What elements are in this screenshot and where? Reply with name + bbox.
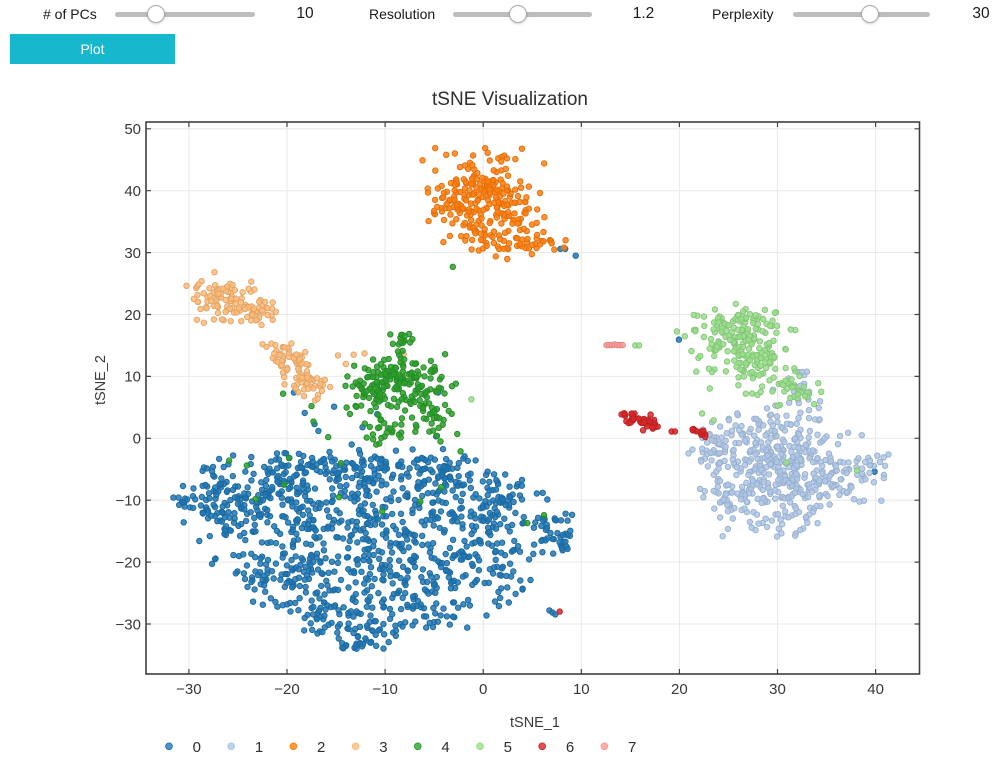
svg-text:−30: −30 (116, 616, 141, 633)
svg-text:−10: −10 (372, 681, 397, 698)
svg-text:30: 30 (769, 681, 786, 698)
svg-text:10: 10 (573, 681, 590, 698)
svg-text:3: 3 (379, 739, 387, 756)
svg-text:20: 20 (671, 681, 688, 698)
svg-text:40: 40 (867, 681, 884, 698)
svg-text:2: 2 (317, 739, 325, 756)
svg-text:1: 1 (255, 739, 263, 756)
svg-text:tSNE_2: tSNE_2 (93, 355, 109, 405)
svg-text:6: 6 (566, 739, 574, 756)
svg-text:−20: −20 (274, 681, 299, 698)
svg-text:−30: −30 (176, 681, 201, 698)
svg-text:30: 30 (124, 245, 141, 262)
svg-text:0: 0 (133, 431, 141, 448)
svg-text:7: 7 (628, 739, 636, 756)
svg-text:20: 20 (124, 307, 141, 324)
svg-text:0: 0 (193, 739, 201, 756)
svg-text:40: 40 (124, 183, 141, 200)
svg-text:tSNE_1: tSNE_1 (510, 715, 560, 731)
svg-text:−20: −20 (116, 554, 141, 571)
svg-text:tSNE Visualization: tSNE Visualization (432, 89, 588, 110)
svg-text:4: 4 (441, 739, 449, 756)
svg-text:50: 50 (124, 121, 141, 138)
svg-text:5: 5 (504, 739, 512, 756)
svg-text:0: 0 (479, 681, 487, 698)
svg-text:10: 10 (124, 369, 141, 386)
svg-text:−10: −10 (116, 493, 141, 510)
